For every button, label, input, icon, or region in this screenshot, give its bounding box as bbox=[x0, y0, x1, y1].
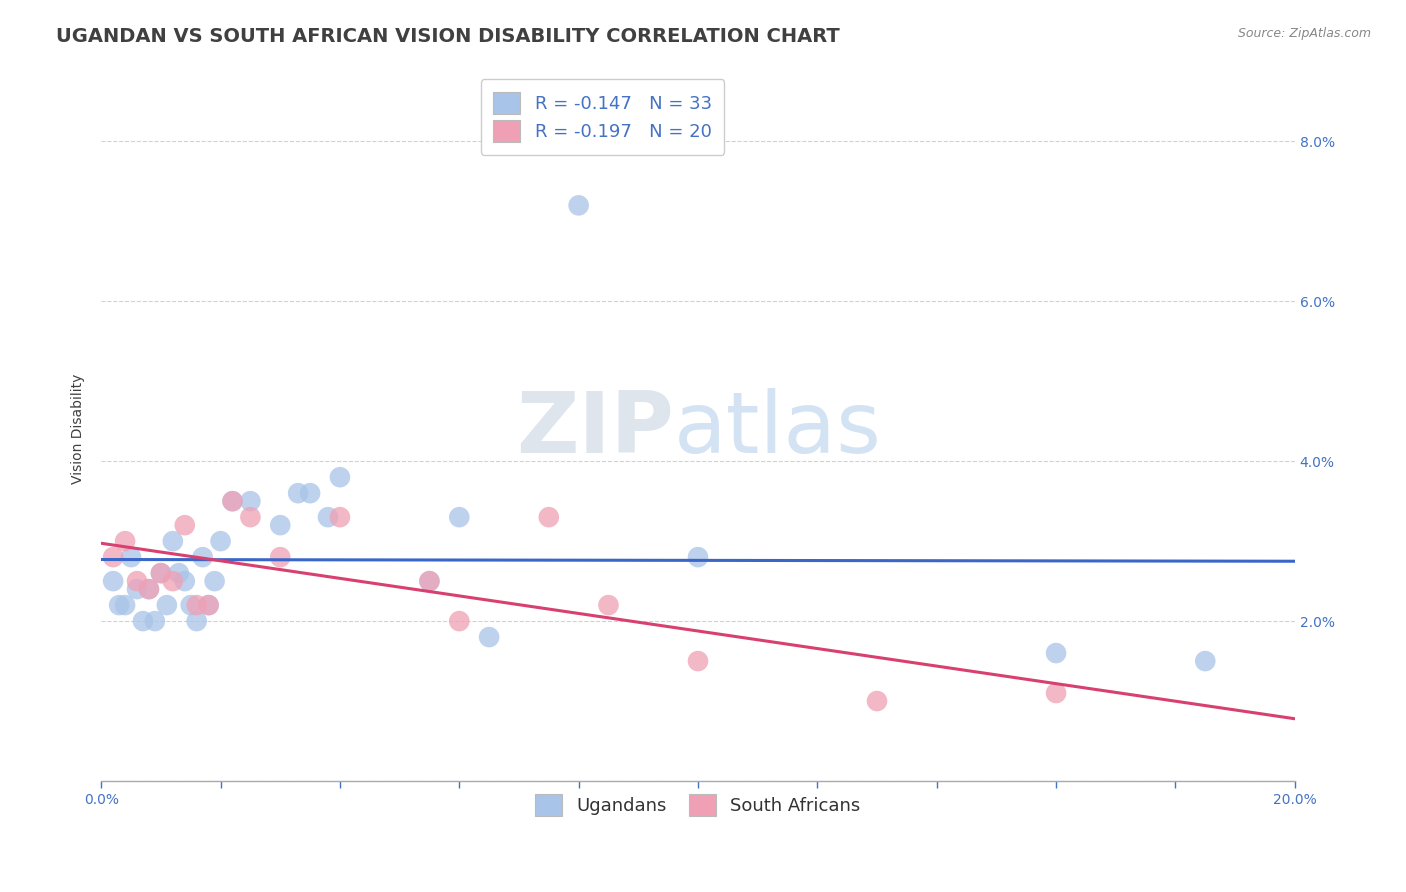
Point bbox=[162, 574, 184, 588]
Text: ZIP: ZIP bbox=[516, 388, 673, 471]
Point bbox=[138, 582, 160, 596]
Point bbox=[221, 494, 243, 508]
Text: atlas: atlas bbox=[673, 388, 882, 471]
Point bbox=[197, 598, 219, 612]
Point bbox=[686, 654, 709, 668]
Point bbox=[239, 510, 262, 524]
Point bbox=[132, 614, 155, 628]
Point bbox=[120, 550, 142, 565]
Point bbox=[316, 510, 339, 524]
Point bbox=[186, 598, 208, 612]
Point bbox=[173, 518, 195, 533]
Point bbox=[186, 614, 208, 628]
Legend: Ugandans, South Africans: Ugandans, South Africans bbox=[526, 785, 870, 825]
Point bbox=[149, 566, 172, 581]
Point bbox=[149, 566, 172, 581]
Point bbox=[329, 470, 352, 484]
Point bbox=[125, 582, 148, 596]
Point bbox=[108, 598, 131, 612]
Point bbox=[449, 510, 471, 524]
Point bbox=[191, 550, 214, 565]
Point bbox=[239, 494, 262, 508]
Point bbox=[866, 694, 889, 708]
Point bbox=[173, 574, 195, 588]
Point bbox=[1045, 686, 1067, 700]
Point bbox=[537, 510, 560, 524]
Text: Source: ZipAtlas.com: Source: ZipAtlas.com bbox=[1237, 27, 1371, 40]
Point bbox=[204, 574, 226, 588]
Point bbox=[299, 486, 322, 500]
Point bbox=[269, 550, 291, 565]
Text: UGANDAN VS SOUTH AFRICAN VISION DISABILITY CORRELATION CHART: UGANDAN VS SOUTH AFRICAN VISION DISABILI… bbox=[56, 27, 839, 45]
Point bbox=[1045, 646, 1067, 660]
Point bbox=[114, 534, 136, 549]
Point bbox=[568, 198, 591, 212]
Point bbox=[101, 550, 124, 565]
Point bbox=[686, 550, 709, 565]
Point bbox=[197, 598, 219, 612]
Point bbox=[162, 534, 184, 549]
Point bbox=[138, 582, 160, 596]
Point bbox=[598, 598, 620, 612]
Point bbox=[125, 574, 148, 588]
Y-axis label: Vision Disability: Vision Disability bbox=[72, 374, 86, 484]
Point bbox=[418, 574, 440, 588]
Point bbox=[143, 614, 166, 628]
Point bbox=[478, 630, 501, 644]
Point bbox=[114, 598, 136, 612]
Point bbox=[180, 598, 202, 612]
Point bbox=[156, 598, 179, 612]
Point bbox=[269, 518, 291, 533]
Point bbox=[209, 534, 232, 549]
Point bbox=[329, 510, 352, 524]
Point bbox=[418, 574, 440, 588]
Point bbox=[101, 574, 124, 588]
Point bbox=[1194, 654, 1216, 668]
Point bbox=[287, 486, 309, 500]
Point bbox=[221, 494, 243, 508]
Point bbox=[449, 614, 471, 628]
Point bbox=[167, 566, 190, 581]
